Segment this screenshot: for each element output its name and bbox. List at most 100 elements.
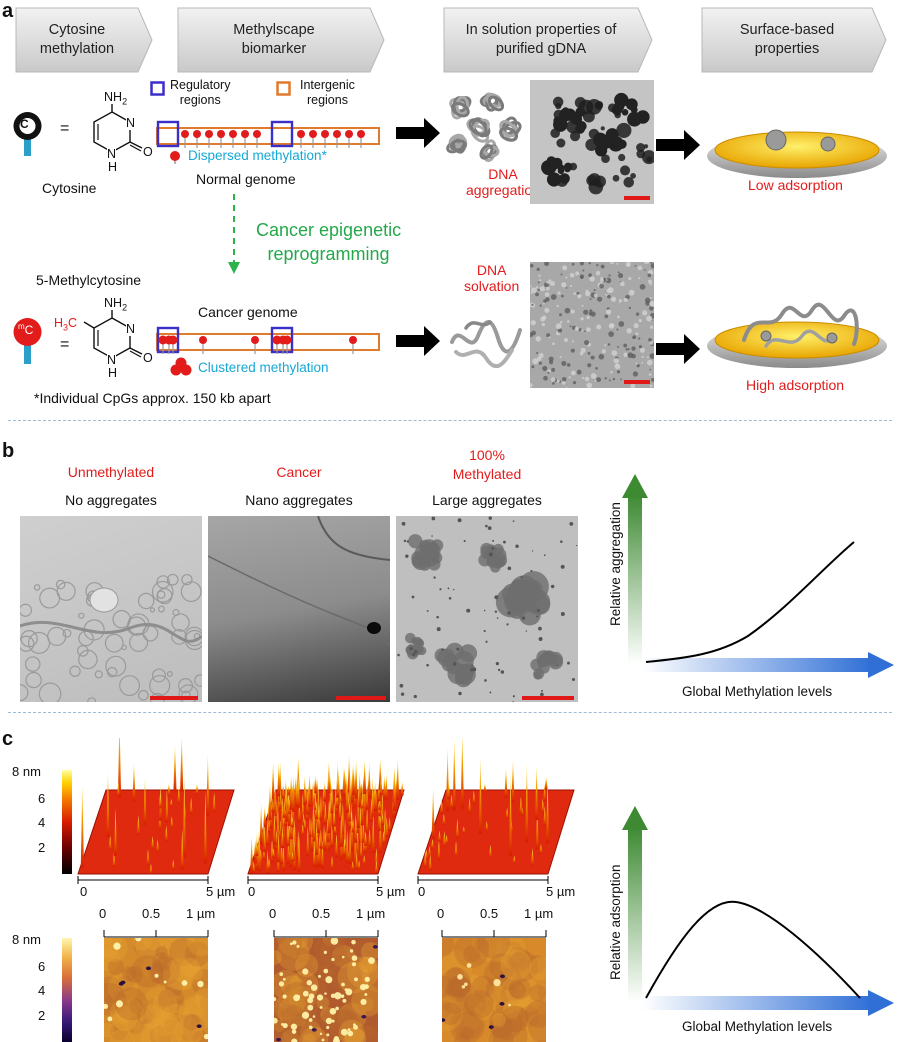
afm3d-axis-start-1: 0: [80, 884, 88, 899]
cytosine-structure-icon: [93, 104, 143, 153]
afm-3d-cancer: [247, 755, 405, 884]
adsorption-curve: [645, 900, 861, 999]
dispersed-methylation-label: Dispersed methylation*: [188, 148, 327, 163]
cytosine-ball-icon: [13, 112, 42, 156]
cytosine-label: Cytosine: [42, 180, 97, 196]
dna-solvated-icon: [450, 320, 522, 368]
colorbar-tick-6: 6: [38, 791, 46, 806]
afm2d-tick-1-2: 1 µm: [356, 906, 386, 921]
sample-name-unmethylated: Unmethylated: [67, 464, 155, 480]
equals-sign-2: =: [60, 336, 70, 353]
cancer-genome-label: Cancer genome: [198, 304, 298, 320]
clustered-methylation-label: Clustered methylation: [198, 360, 329, 375]
afm3d-axis-end-2: 5 µm: [376, 884, 406, 899]
tem-image-cancer-sample: [208, 516, 390, 702]
intergenic-legend-icon: [276, 81, 291, 96]
scale-bar: [336, 696, 386, 700]
gold-surface-high-icon: [707, 302, 887, 368]
aggregation-xlabel: Global Methylation levels: [682, 684, 833, 699]
sample-desc-methylated: Large aggregates: [432, 492, 542, 508]
legend-intergenic-regions: Intergenic regions: [300, 78, 355, 107]
afm2d-axis-2: [273, 930, 379, 938]
gold-surface-low-icon: [707, 129, 887, 178]
afm2d-tick-05-2: 0.5: [312, 906, 331, 921]
high-adsorption-label: High adsorption: [746, 377, 845, 393]
cancer-genome-diagram: [156, 326, 380, 354]
header-arrow-methylscape-biomarker: Methylscape biomarker: [176, 4, 386, 76]
clustered-methyl-icon: [170, 357, 192, 376]
afm2d-tick-0-2: 0: [269, 906, 277, 921]
adsorption-ylabel: Relative adsorption: [608, 864, 623, 980]
dispersed-methyl-icon: [170, 151, 180, 164]
black-arrow-icon-3: [656, 130, 700, 160]
sample-name-methylated: 100% Methylated: [452, 447, 522, 482]
scale-bar: [150, 696, 198, 700]
divider-a-b: [8, 420, 892, 421]
dna-aggregation-label: DNA aggregation: [466, 166, 540, 198]
tem-image-unmethylated: [20, 516, 202, 702]
height-colorbar-1: [62, 770, 72, 874]
tem-image-normal: [530, 80, 654, 204]
methylcytosine-o: O: [143, 351, 153, 365]
cytosine-o: O: [143, 145, 153, 159]
sample-desc-unmethylated: No aggregates: [65, 492, 157, 508]
footnote-cpgs: *Individual CpGs approx. 150 kb apart: [34, 390, 271, 406]
colorbar-tick-4-b: 4: [38, 983, 46, 998]
header-arrow-surface-properties: Surface-based properties: [700, 4, 888, 76]
sample-name-cancer: Cancer: [276, 464, 322, 480]
low-adsorption-label: Low adsorption: [748, 177, 843, 193]
y-axis-arrow: [628, 494, 642, 664]
colorbar-unit-1: 8 nm: [12, 764, 41, 779]
tem-image-methylated: [396, 516, 578, 702]
scale-bar: [624, 380, 650, 384]
dna-aggregate-icon: [446, 92, 522, 163]
divider-b-c: [8, 712, 892, 713]
scale-bar: [624, 196, 650, 200]
methylcytosine-ball-icon: [13, 318, 42, 364]
y-axis-arrow: [628, 826, 642, 1002]
colorbar-tick-4: 4: [38, 815, 46, 830]
scale-bar: [522, 696, 574, 700]
methylcytosine-ball-symbol: mC: [18, 322, 34, 337]
equals-sign-1: =: [60, 120, 70, 137]
tem-image-cancer: [530, 262, 654, 388]
afm2d-tick-05-1: 0.5: [142, 906, 161, 921]
colorbar-unit-2: 8 nm: [12, 932, 41, 947]
afm2d-axis-1: [103, 930, 209, 938]
afm3d-axis-start-3: 0: [418, 884, 426, 899]
y-arrowhead: [622, 474, 648, 498]
cancer-epigenetic-reprogramming-label: Cancer epigenetic reprogramming: [256, 220, 402, 264]
x-axis-arrow: [642, 996, 872, 1010]
x-arrowhead: [868, 990, 894, 1016]
adsorption-trend-plot: [622, 806, 894, 1016]
colorbar-tick-2-b: 2: [38, 1008, 46, 1023]
methylcytosine-n3: N: [126, 322, 136, 336]
methylcytosine-n1: N: [107, 353, 117, 367]
cytosine-nh2: NH2: [104, 90, 128, 107]
aggregation-ylabel: Relative aggregation: [608, 502, 623, 626]
methyl-group-label: H3C: [54, 316, 78, 333]
methylcytosine-label: 5-Methylcytosine: [36, 272, 142, 288]
dna-solvation-label: DNA solvation: [464, 262, 520, 294]
sample-desc-cancer: Nano aggregates: [245, 492, 353, 508]
colorbar-tick-6-b: 6: [38, 959, 46, 974]
normal-genome-diagram: [156, 120, 380, 148]
x-axis-arrow: [642, 658, 872, 672]
normal-genome-label: Normal genome: [196, 171, 296, 187]
panel-letter-a: a: [2, 0, 14, 22]
afm-2d-methylated: [442, 938, 546, 1042]
colorbar-tick-2: 2: [38, 840, 46, 855]
x-arrowhead: [868, 652, 894, 678]
adsorption-xlabel: Global Methylation levels: [682, 1019, 833, 1034]
afm-3d-unmethylated: [77, 738, 235, 884]
legend-regulatory-regions: Regulatory regions: [170, 78, 231, 107]
panel-letter-c: c: [2, 728, 14, 750]
methylcytosine-h: H: [108, 366, 118, 380]
afm2d-tick-1-1: 1 µm: [186, 906, 216, 921]
black-arrow-icon-2: [396, 326, 440, 356]
afm3d-axis-start-2: 0: [248, 884, 256, 899]
aggregation-trend-plot: [622, 474, 894, 678]
afm-2d-unmethylated: [104, 938, 208, 1042]
aggregation-curve: [645, 541, 855, 663]
black-arrow-icon-1: [396, 118, 440, 148]
